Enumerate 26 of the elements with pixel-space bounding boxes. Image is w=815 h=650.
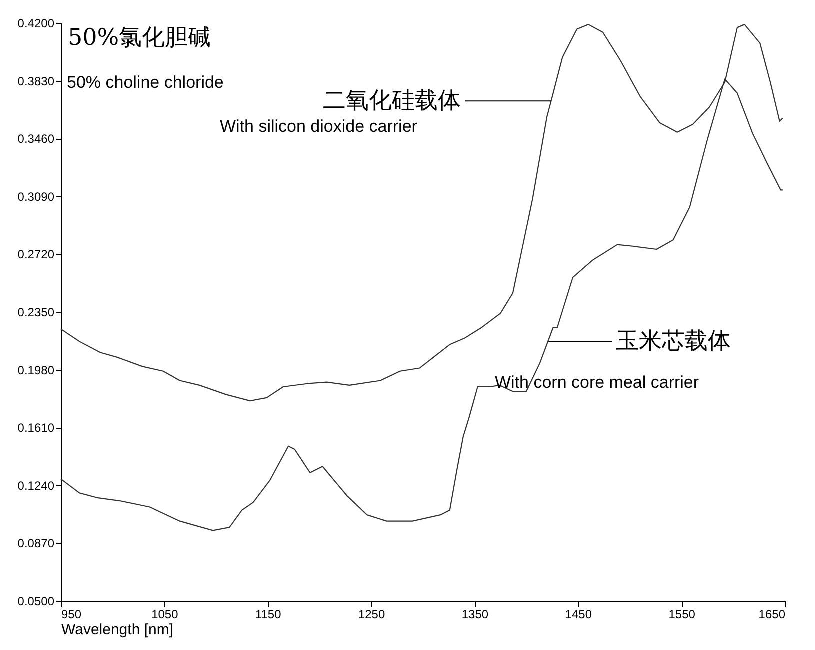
x-tick-label: 1650 bbox=[758, 608, 786, 622]
y-tick-label: 0.0500 bbox=[18, 594, 55, 608]
x-tick-label: 1050 bbox=[152, 608, 179, 622]
y-tick-label: 0.2720 bbox=[18, 248, 55, 262]
annotation: 玉米芯载体 bbox=[616, 328, 731, 355]
x-tick-label: 1350 bbox=[462, 608, 489, 622]
x-tick-label: 1150 bbox=[255, 608, 282, 622]
y-tick-label: 0.3460 bbox=[18, 132, 55, 146]
y-tick-label: 0.4200 bbox=[18, 16, 55, 30]
y-tick-label: 0.3830 bbox=[18, 74, 55, 88]
annotation: 50%氯化胆碱 bbox=[68, 25, 212, 51]
y-tick-label: 0.1240 bbox=[18, 478, 55, 493]
x-tick-label: 1450 bbox=[565, 608, 592, 622]
y-tick-label: 0.1980 bbox=[18, 363, 55, 378]
y-tick-label: 0.1610 bbox=[18, 421, 55, 436]
y-tick-label: 0.3090 bbox=[18, 190, 55, 204]
annotation: 二氧化硅载体 bbox=[323, 88, 461, 114]
annotation: With silicon dioxide carrier bbox=[220, 117, 418, 136]
y-tick-label: 0.0870 bbox=[18, 536, 55, 551]
x-tick-label: 1250 bbox=[358, 608, 386, 622]
annotation: With corn core meal carrier bbox=[495, 373, 700, 392]
annotation: 50% choline chloride bbox=[67, 73, 224, 92]
y-tick-label: 0.2350 bbox=[18, 306, 55, 320]
x-axis-title: Wavelength [nm] bbox=[62, 622, 174, 638]
x-tick-label: 1550 bbox=[668, 608, 696, 622]
x-tick-label: 950 bbox=[62, 608, 82, 622]
